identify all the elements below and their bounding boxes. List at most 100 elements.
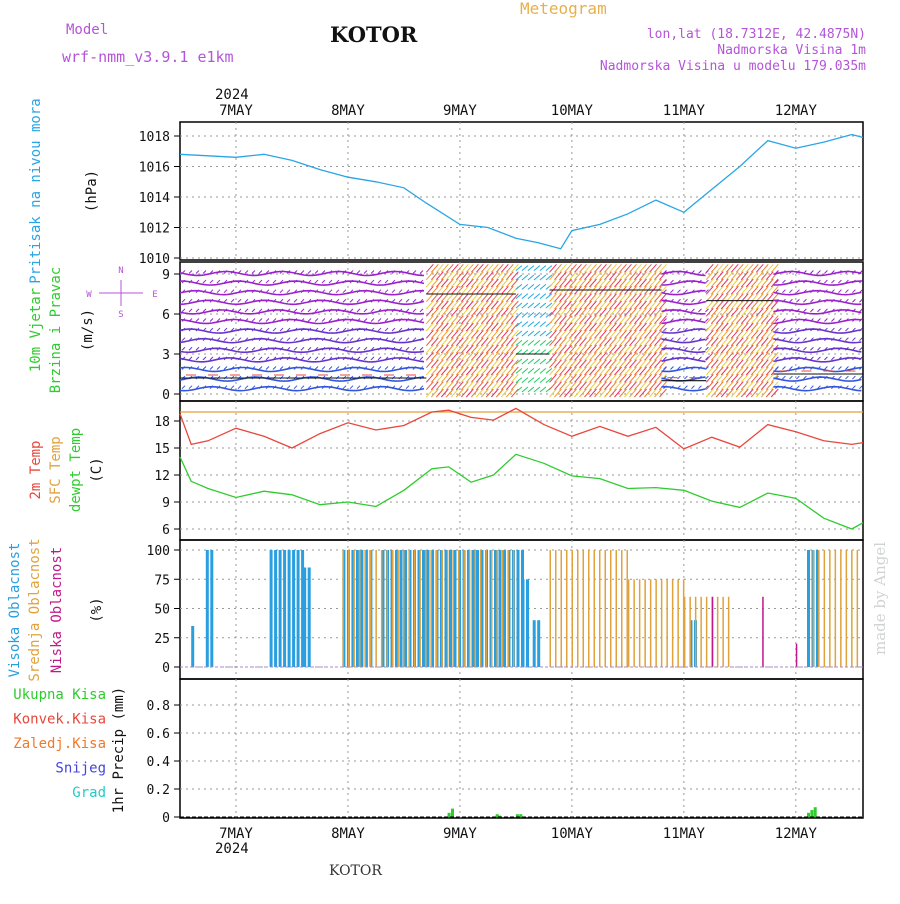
wind-barb [735, 315, 744, 324]
wind-barb [384, 298, 389, 303]
wind-barb [209, 318, 214, 322]
wind-barb [677, 327, 681, 332]
wind-barb [624, 352, 632, 361]
wind-barb [684, 279, 688, 284]
wind-barb [490, 278, 499, 288]
cloud-bar [537, 620, 541, 667]
wind-barb [435, 388, 444, 398]
wind-barb [760, 264, 769, 273]
wind-barb [594, 293, 602, 302]
wind-barb [663, 337, 667, 342]
cloud-bar [386, 550, 388, 667]
wind-barb [377, 385, 382, 390]
wind-barb [639, 308, 647, 317]
wind-barb [195, 346, 200, 351]
wind-barb [725, 315, 734, 324]
wind-barb [614, 344, 622, 354]
wind-barb [569, 352, 577, 361]
wind-barb [293, 346, 298, 351]
wind-barb [521, 386, 529, 393]
wind-barb [307, 356, 312, 361]
wind-barb [554, 278, 562, 288]
wind-barb [335, 356, 340, 361]
wind-barb [670, 308, 674, 313]
wind-barb [654, 264, 662, 273]
wind-barb [698, 356, 702, 361]
wind-row [180, 357, 425, 363]
wind-barb [314, 298, 319, 303]
wind-barb [755, 359, 764, 368]
wind-barb [470, 381, 479, 390]
wind-barb [775, 375, 779, 380]
wind-row [661, 270, 706, 277]
wind-barb [405, 356, 410, 361]
wind-barb [740, 374, 749, 383]
cloud-bar [458, 550, 461, 667]
wind-barb [745, 286, 754, 295]
precip-bar [807, 812, 810, 817]
wind-barb [286, 270, 291, 274]
wind-barb [845, 270, 849, 274]
wind-barb [425, 366, 434, 376]
wind-barb [384, 279, 389, 284]
wind-barb [216, 279, 221, 284]
wind-barb [859, 385, 863, 390]
wind-barb [450, 366, 459, 376]
cloud-bar [521, 579, 525, 668]
wind-barb [490, 286, 499, 295]
wind-barb [349, 385, 354, 390]
wind-barb [425, 278, 434, 288]
wind-barb [272, 308, 277, 313]
wind-barb [691, 356, 695, 361]
wind-barb [691, 346, 695, 351]
wind-barb [505, 300, 514, 310]
wind-barb [549, 264, 557, 273]
wind-barb [377, 356, 382, 361]
wind-barb [715, 264, 724, 273]
wind-barb [445, 344, 454, 354]
wind-barb [654, 388, 662, 398]
wind-barb [286, 366, 291, 370]
wind-barb [852, 356, 856, 361]
wind-barb [705, 330, 714, 339]
wind-barb [293, 308, 298, 313]
wind-barb [644, 330, 652, 339]
wind-barb [460, 352, 469, 361]
wind-barb [430, 388, 439, 398]
wind-barb [460, 293, 469, 302]
wind-barb [859, 337, 863, 342]
wind-barb [845, 279, 849, 284]
wind-barb [223, 270, 228, 274]
wind-barb [314, 318, 319, 322]
wind-barb [356, 279, 361, 284]
wind-barb [435, 315, 444, 324]
wind-barb [460, 388, 469, 398]
wind-barb [356, 337, 361, 342]
cloud-bar [360, 550, 364, 667]
wind-barb [584, 366, 592, 376]
top-day-labels: 7MAY 8MAY 9MAY 10MAY 11MAY 12MAY [219, 103, 817, 119]
wind-barb [300, 298, 305, 303]
cloud-bar [727, 596, 730, 667]
wind-barb [314, 308, 319, 313]
wind-barb [710, 344, 719, 354]
cloud-bar [532, 620, 536, 667]
wind-barb [705, 374, 714, 383]
wind-barb [599, 359, 607, 368]
wind-barb [584, 293, 592, 302]
wind-barb [490, 322, 499, 332]
wind-barb [624, 293, 632, 302]
wind-barb [307, 385, 312, 390]
wind-barb [202, 308, 207, 313]
wind-barb [639, 352, 647, 361]
wind-barb [533, 293, 541, 300]
wind-barb [644, 374, 652, 383]
y-tick-label: 1010 [139, 252, 170, 267]
wind-barb [435, 300, 444, 310]
wind-barb [356, 327, 361, 332]
wind-barb [307, 318, 312, 322]
wind-barb [435, 330, 444, 339]
wind-barb [363, 385, 368, 390]
wind-barb [765, 337, 774, 346]
wind-barb [584, 300, 592, 310]
